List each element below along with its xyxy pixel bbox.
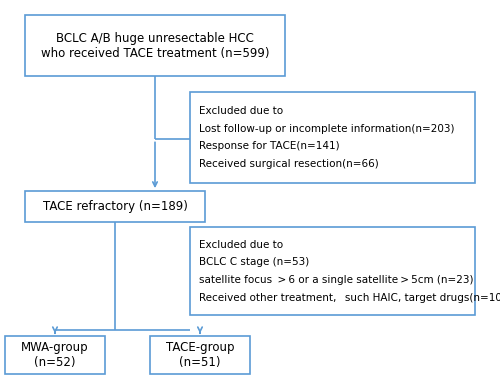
Text: BCLC A/B huge unresectable HCC: BCLC A/B huge unresectable HCC — [56, 32, 254, 45]
Text: MWA-group: MWA-group — [21, 341, 89, 354]
FancyBboxPatch shape — [150, 336, 250, 374]
Text: Excluded due to: Excluded due to — [199, 106, 283, 116]
Text: TACE refractory (n=189): TACE refractory (n=189) — [42, 200, 188, 213]
FancyBboxPatch shape — [190, 227, 475, 315]
Text: who received TACE treatment (n=599): who received TACE treatment (n=599) — [41, 47, 269, 60]
Text: Received other treatment,  such HAIC, target drugs(n=10): Received other treatment, such HAIC, tar… — [199, 293, 500, 303]
FancyBboxPatch shape — [190, 92, 475, 183]
Text: Lost follow-up or incomplete information(n=203): Lost follow-up or incomplete information… — [199, 124, 454, 134]
Text: BCLC C stage (n=53): BCLC C stage (n=53) — [199, 257, 309, 267]
Text: satellite focus  > 6 or a single satellite > 5cm (n=23): satellite focus > 6 or a single satellit… — [199, 275, 473, 285]
Text: Received surgical resection(n=66): Received surgical resection(n=66) — [199, 159, 379, 169]
Text: (n=51): (n=51) — [179, 356, 221, 369]
Text: Excluded due to: Excluded due to — [199, 240, 283, 250]
Text: TACE-group: TACE-group — [166, 341, 234, 354]
Text: (n=52): (n=52) — [34, 356, 76, 369]
FancyBboxPatch shape — [25, 191, 205, 222]
FancyBboxPatch shape — [25, 15, 285, 76]
Text: Response for TACE(n=141): Response for TACE(n=141) — [199, 141, 340, 151]
FancyBboxPatch shape — [5, 336, 105, 374]
